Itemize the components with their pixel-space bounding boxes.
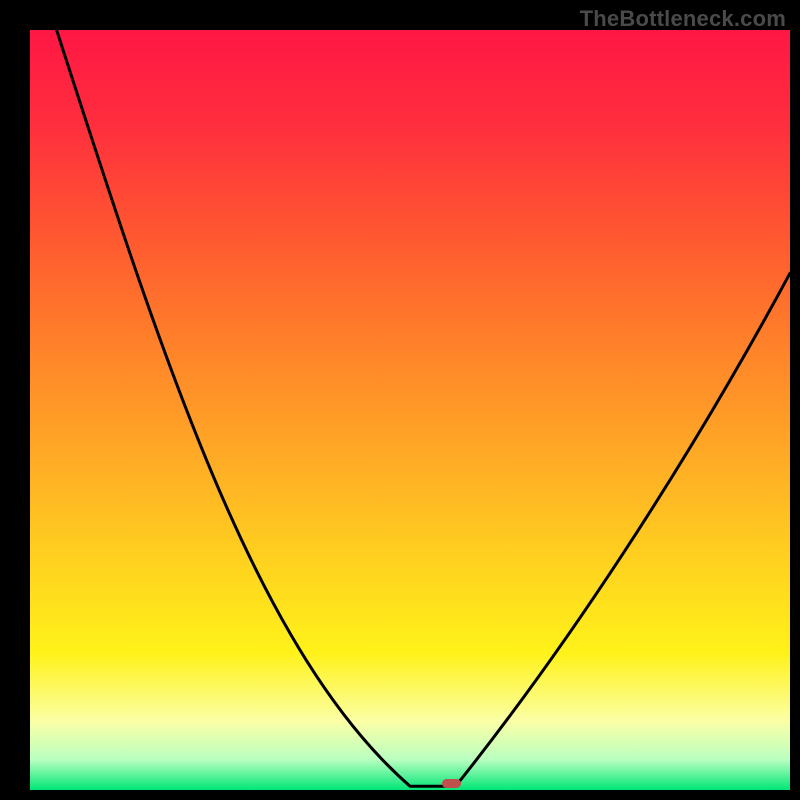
chart-plot-area — [30, 30, 790, 790]
curve-path — [57, 30, 790, 786]
watermark-text: TheBottleneck.com — [580, 6, 786, 32]
optimum-marker — [442, 779, 461, 788]
bottleneck-curve — [30, 30, 790, 790]
